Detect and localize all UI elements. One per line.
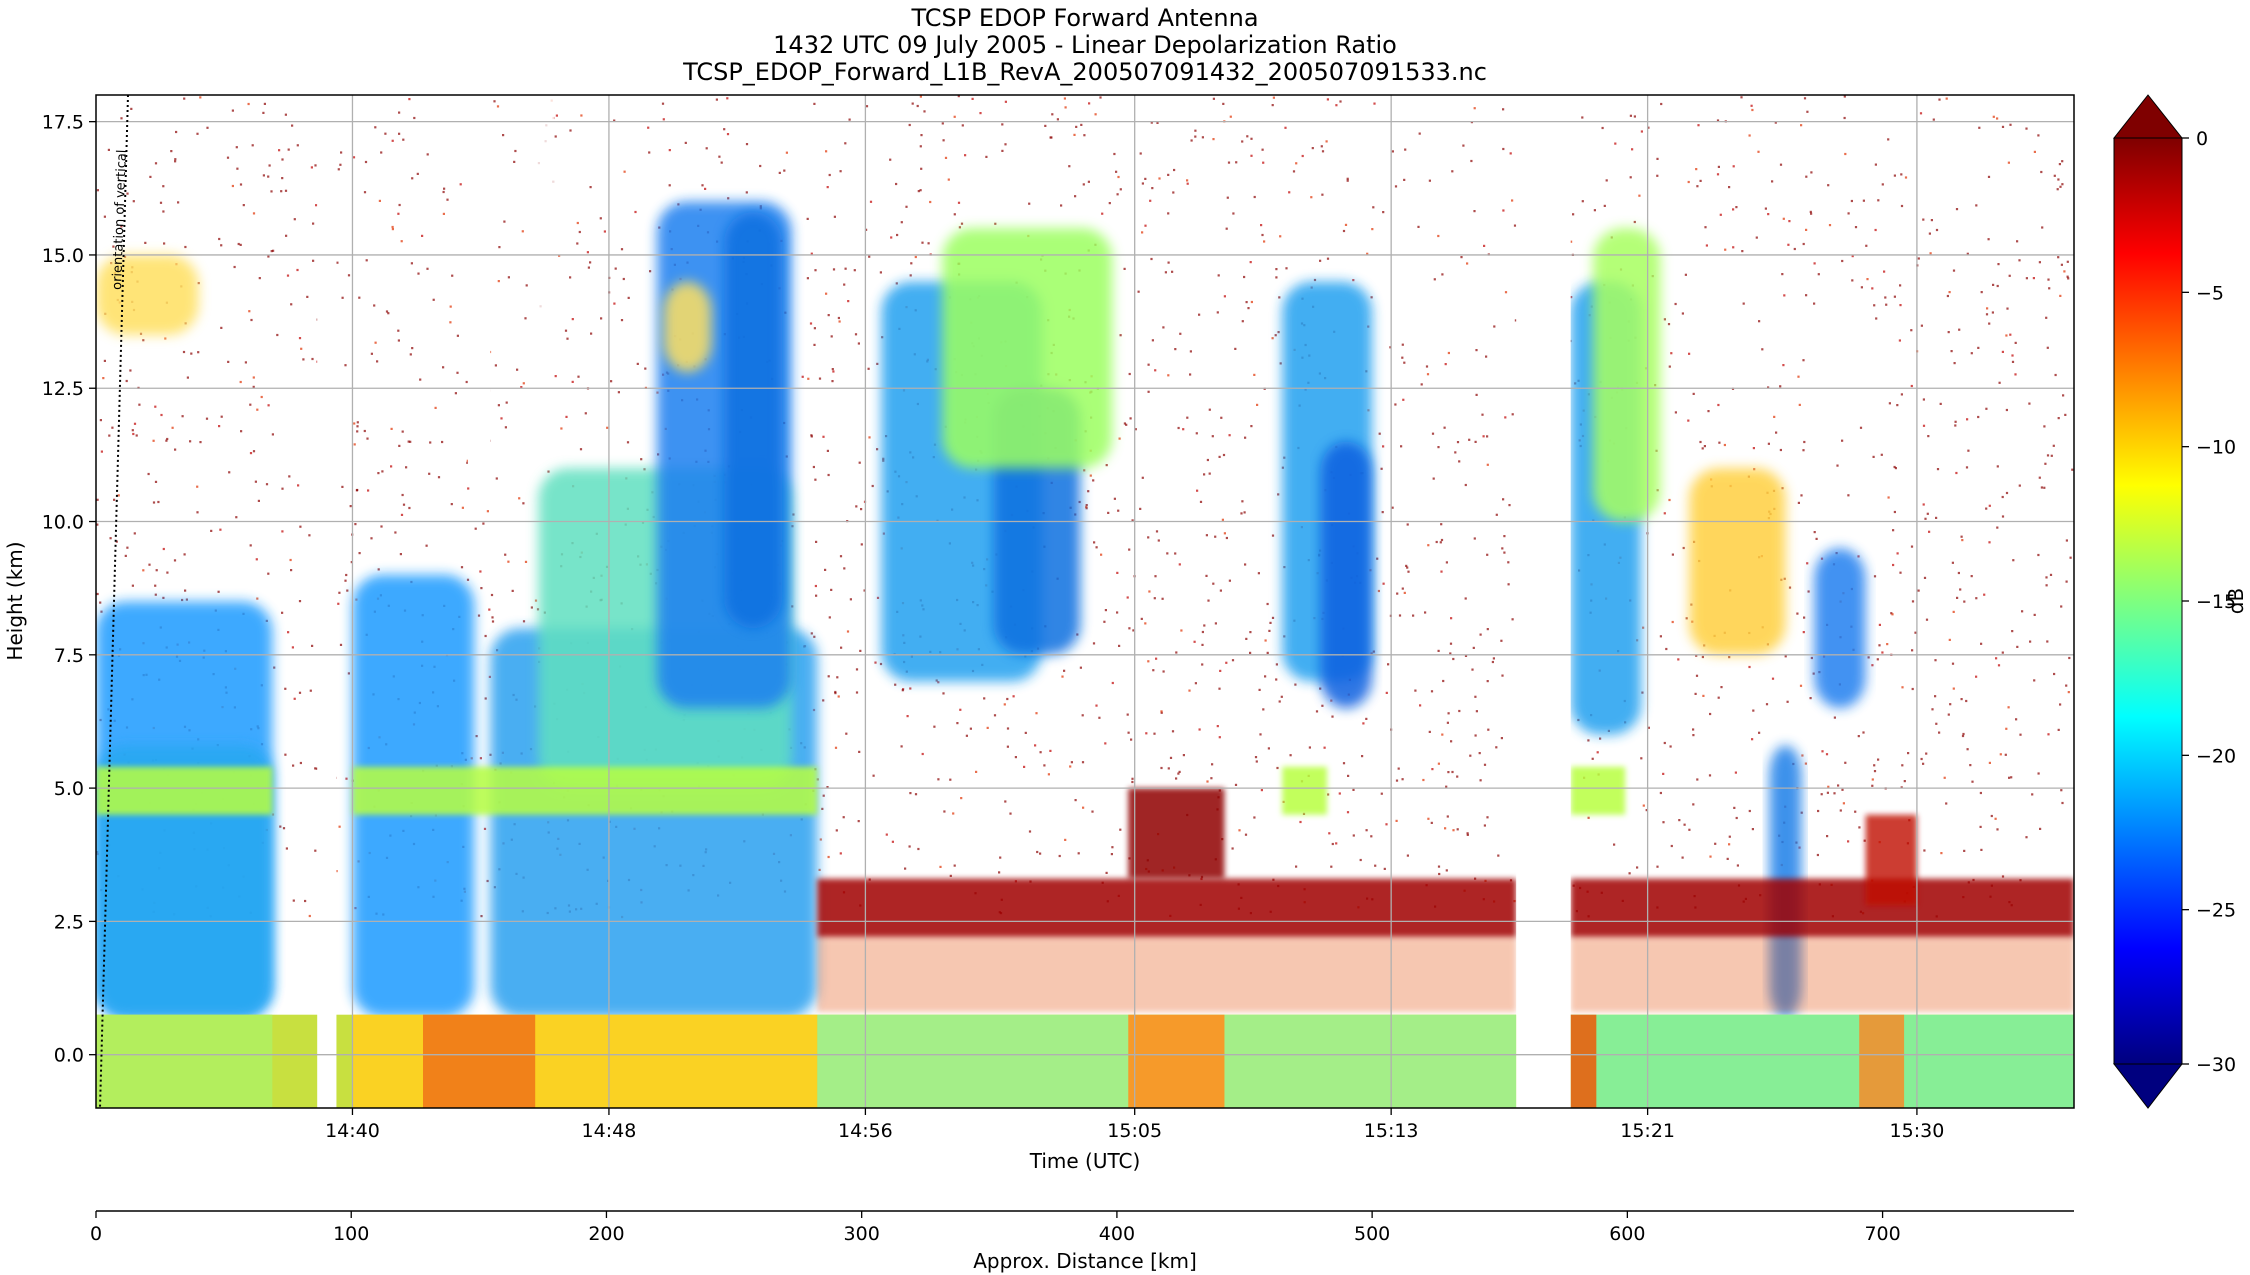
distance-tick-label: 500 bbox=[1354, 1223, 1390, 1245]
y-tick-label: 2.5 bbox=[54, 911, 84, 933]
distance-axis-label: Approx. Distance [km] bbox=[973, 1249, 1197, 1273]
colorbar-extend-bottom bbox=[2112, 1063, 2184, 1109]
colorbar-tick-label: −20 bbox=[2196, 745, 2236, 767]
distance-tick-label: 200 bbox=[588, 1223, 624, 1245]
colorbar-tick-label: −30 bbox=[2196, 1054, 2236, 1076]
colorbar: 0 −5 −10 −15 −20 −25 −30 dB bbox=[2112, 94, 2248, 1109]
colorbar-ticks: 0 −5 −10 −15 −20 −25 −30 bbox=[2182, 128, 2236, 1076]
x-tick-label: 14:40 bbox=[325, 1120, 380, 1142]
colorbar-tick-label: −25 bbox=[2196, 900, 2236, 922]
colorbar-extend-top bbox=[2112, 94, 2184, 139]
colorbar-gradient bbox=[2113, 137, 2183, 1065]
y-axis-label: Height (km) bbox=[3, 541, 27, 660]
distance-tick-label: 0 bbox=[90, 1223, 102, 1245]
y-tick-label: 0.0 bbox=[54, 1045, 84, 1067]
x-tick-label: 15:05 bbox=[1107, 1120, 1162, 1142]
y-tick-label: 5.0 bbox=[54, 778, 84, 800]
y-tick-label: 12.5 bbox=[42, 378, 84, 400]
chart-title-line3: TCSP_EDOP_Forward_L1B_RevA_200507091432_… bbox=[682, 58, 1487, 86]
x-axis-ticks: 14:40 14:48 14:56 15:05 15:13 15:21 15:30 bbox=[325, 1108, 1944, 1142]
distance-tick-label: 700 bbox=[1864, 1223, 1900, 1245]
y-axis-ticks: 0.0 2.5 5.0 7.5 10.0 12.5 15.0 17.5 bbox=[42, 112, 96, 1067]
colorbar-tick-label: −5 bbox=[2196, 282, 2224, 304]
distance-tick-label: 100 bbox=[333, 1223, 369, 1245]
y-tick-label: 15.0 bbox=[42, 245, 84, 267]
colorbar-tick-label: −10 bbox=[2196, 437, 2236, 459]
colorbar-tick-label: 0 bbox=[2196, 128, 2208, 150]
colorbar-label: dB bbox=[2224, 588, 2248, 614]
chart-title-line2: 1432 UTC 09 July 2005 - Linear Depolariz… bbox=[773, 31, 1397, 59]
x-tick-label: 14:48 bbox=[582, 1120, 637, 1142]
x-tick-label: 15:13 bbox=[1364, 1120, 1419, 1142]
plot-frame bbox=[95, 94, 2075, 1109]
x-tick-label: 15:21 bbox=[1620, 1120, 1675, 1142]
chart-title-line1: TCSP EDOP Forward Antenna bbox=[910, 4, 1258, 32]
x-tick-label: 15:30 bbox=[1890, 1120, 1945, 1142]
vertical-orientation-annotation: orientation of vertical bbox=[99, 94, 130, 1109]
y-tick-label: 7.5 bbox=[54, 645, 84, 667]
distance-tick-label: 600 bbox=[1609, 1223, 1645, 1245]
heatmap-area bbox=[96, 95, 2074, 1108]
distance-tick-label: 300 bbox=[844, 1223, 880, 1245]
orientation-label: orientation of vertical bbox=[110, 149, 130, 290]
x-tick-label: 14:56 bbox=[838, 1120, 893, 1142]
y-tick-label: 17.5 bbox=[42, 112, 84, 134]
distance-tick-label: 400 bbox=[1099, 1223, 1135, 1245]
y-tick-label: 10.0 bbox=[42, 512, 84, 534]
grid-lines bbox=[96, 95, 2074, 1108]
x-axis-label: Time (UTC) bbox=[1029, 1149, 1141, 1173]
colorbar-tick-label: −15 bbox=[2196, 591, 2236, 613]
distance-axis-ticks: 0 100 200 300 400 500 600 700 bbox=[90, 1211, 1901, 1245]
